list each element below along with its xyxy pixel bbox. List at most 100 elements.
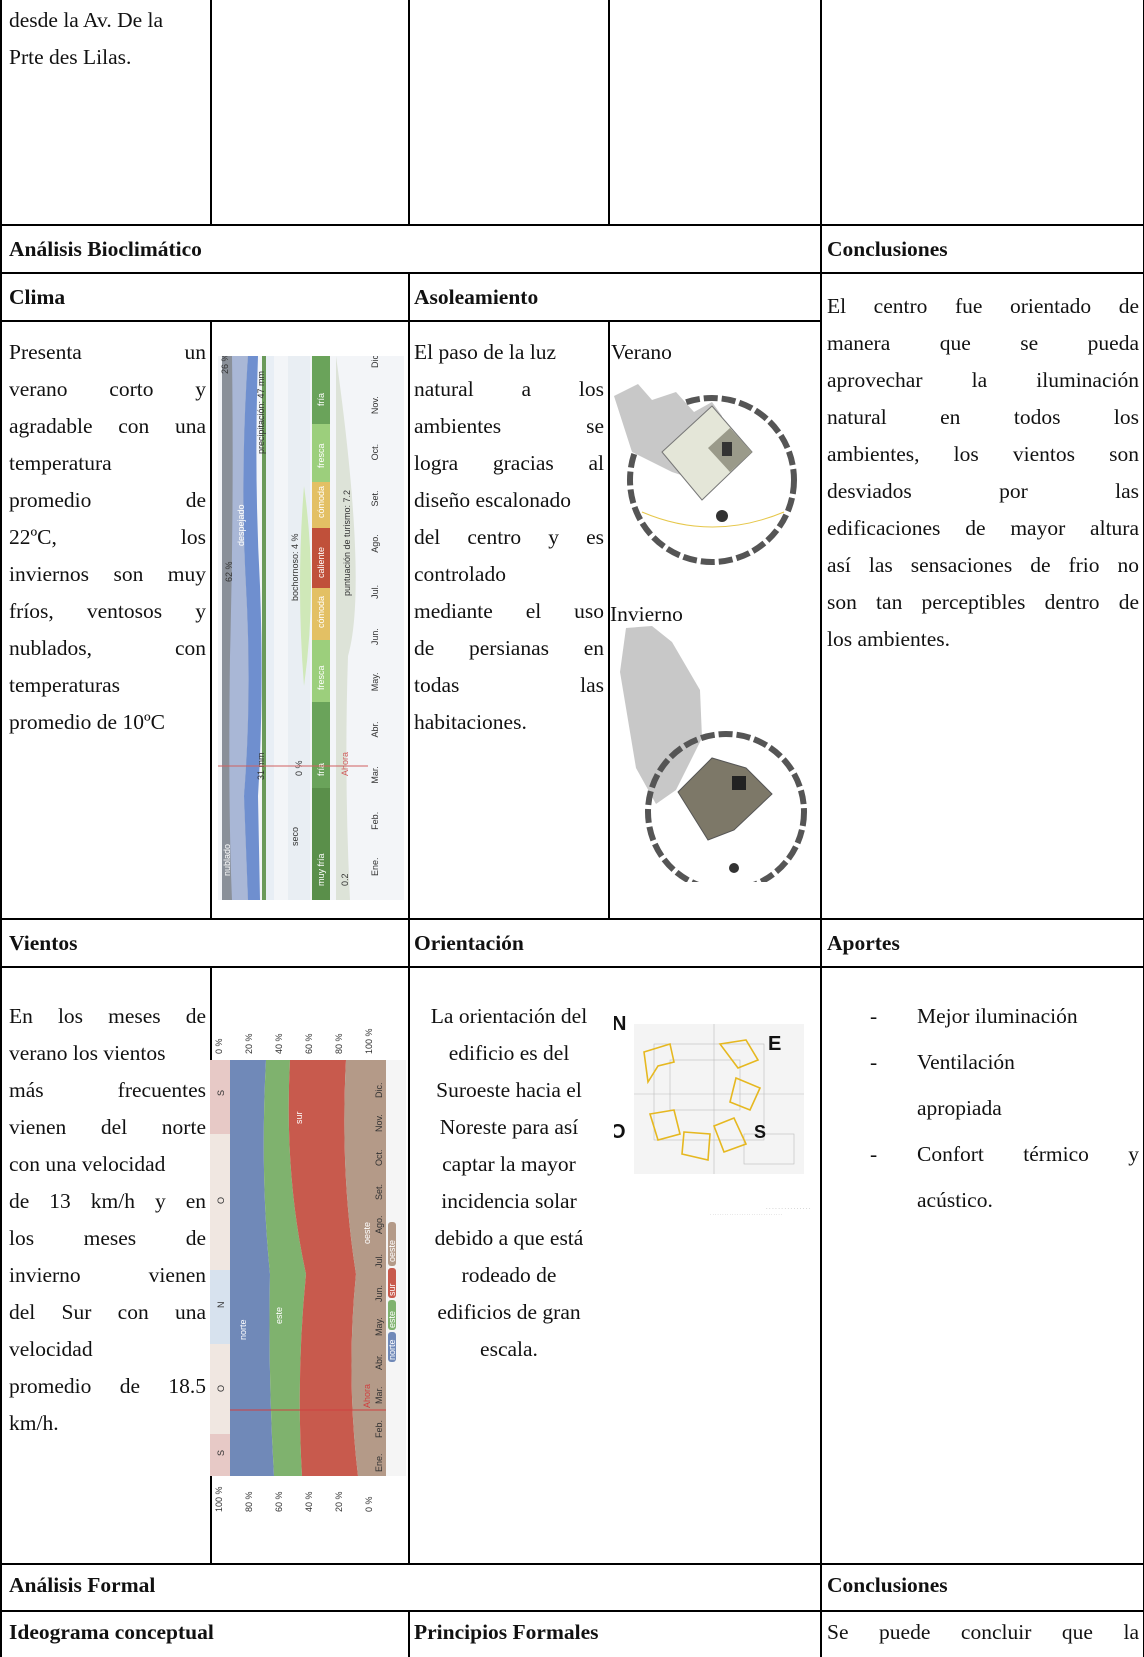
text-line: nublados, con: [9, 636, 206, 660]
wind-month-tick-label: Abr.: [374, 1354, 384, 1370]
text-line: del centro y es: [414, 525, 604, 549]
month-tick-label: Set.: [370, 491, 380, 507]
top-row-text: desde la Av. De la Prte des Lilas.: [9, 2, 205, 76]
vientos-text: En los meses de verano los vientos más f…: [9, 998, 206, 1442]
text-line: velocidad: [9, 1337, 93, 1361]
month-tick-label: Dic.: [370, 356, 380, 368]
wind-legend: oeste sur este norte: [387, 1240, 397, 1360]
clima-title: Clima: [9, 285, 66, 309]
formal-conclusions-header: Conclusiones: [827, 1573, 948, 1597]
text-line: promedio de: [9, 488, 206, 512]
sun-diagram-verano: [614, 384, 797, 565]
text-line: todas las: [414, 673, 604, 697]
text-line: controlado: [414, 562, 506, 586]
cloud-mid-label: 62 %: [224, 561, 234, 582]
wind-month-tick-label: Feb.: [374, 1420, 384, 1438]
wind-bottom-tick-label: 20 %: [334, 1491, 344, 1512]
text-line: escala.: [480, 1337, 538, 1361]
wind-legend-label: norte: [387, 1339, 397, 1360]
text-line: promedio de 18.5: [9, 1374, 206, 1398]
wind-top-tick-label: 0 %: [214, 1038, 224, 1054]
aportes-item-text: Ventilación: [917, 1050, 1015, 1074]
text-line: de persianas en: [414, 636, 604, 660]
month-tick-label: Feb.: [370, 812, 380, 830]
aportes-item-text: apropiada: [917, 1096, 1002, 1120]
wind-side-label: O: [216, 1197, 226, 1204]
text-line: edificaciones de mayor altura: [827, 516, 1139, 540]
wind-month-axis: Ene. Feb. Mar. Abr. May. Jun. Jul. Ago. Set. Oct.…: [374, 1083, 384, 1473]
precip-top-label: precipitación: 47 mm: [256, 371, 266, 454]
wind-top-tick-label: 100 %: [364, 1028, 374, 1054]
wind-label: sur: [294, 1111, 304, 1124]
text-line: 22ºC, los: [9, 525, 206, 549]
wind-chart: norte este sur oeste Ahora S O N O S 0 % 20 %…: [210, 1028, 406, 1512]
wind-bottom-tick-label: 0 %: [364, 1496, 374, 1512]
month-tick-label: Nov.: [370, 396, 380, 414]
orientacion-title: Orientación: [414, 931, 524, 955]
text-line: incidencia solar: [441, 1189, 577, 1213]
text-line: fríos, ventosos y: [9, 599, 206, 623]
aportes-dash: -: [870, 1050, 878, 1074]
wind-label: oeste: [362, 1222, 372, 1244]
aportes-dash: -: [870, 1004, 878, 1028]
tourism-low-label: 0.2: [340, 873, 350, 886]
cloud-top-label: 26 %: [220, 356, 230, 374]
temp-label: cómoda: [316, 596, 326, 628]
compass-o-label: O: [614, 1121, 626, 1143]
formal-conclusion-text: Se puede concluir que la: [827, 1620, 1139, 1644]
text-line: Prte des Lilas.: [9, 45, 132, 69]
principios-title: Principios Formales: [414, 1620, 599, 1644]
wind-top-tick-label: 40 %: [274, 1033, 284, 1054]
month-tick-label: May.: [370, 672, 380, 691]
month-tick-label: Jul.: [370, 585, 380, 599]
text-line: los ambientes.: [827, 627, 951, 651]
wind-month-tick-label: Nov.: [374, 1114, 384, 1132]
wind-side-label: O: [216, 1385, 226, 1392]
text-line: del Sur con una: [9, 1300, 206, 1324]
wind-label: Ahora: [362, 1384, 372, 1408]
wind-bottom-axis: 100 % 80 % 60 % 40 % 20 % 0 %: [214, 1486, 374, 1512]
text-line: El paso de la luz: [414, 340, 557, 364]
cloud-despejado-label: despejado: [236, 504, 246, 546]
text-line: ambientes, los vientos son: [827, 442, 1139, 466]
text-line: invierno vienen: [9, 1263, 206, 1287]
invierno-label: Invierno: [610, 602, 683, 626]
ideograma-title: Ideograma conceptual: [9, 1620, 214, 1644]
vientos-title: Vientos: [9, 931, 78, 955]
clima-text: Presenta un verano corto y agradable con…: [9, 334, 206, 741]
wind-bottom-tick-label: 80 %: [244, 1491, 254, 1512]
temp-label: fresca: [316, 443, 326, 468]
asoleamiento-title: Asoleamiento: [414, 285, 539, 309]
wind-top-axis: 0 % 20 % 40 % 60 % 80 % 100 %: [214, 1028, 374, 1054]
text-line: natural a los: [414, 377, 604, 401]
svg-text:· · · · · · · · · · · · · · ·: · · · · · · · · · · · · · · ·: [766, 1206, 811, 1212]
text-line: los meses de: [9, 1226, 206, 1250]
wind-month-tick-label: Oct.: [374, 1149, 384, 1166]
wind-top-tick-label: 60 %: [304, 1033, 314, 1054]
compass-s-label: S: [754, 1122, 766, 1142]
wind-side-axis: S O N O S: [216, 1090, 226, 1456]
wind-month-tick-label: Ago.: [374, 1215, 384, 1234]
month-tick-label: Ago.: [370, 534, 380, 553]
wind-month-tick-label: Dic.: [374, 1083, 384, 1099]
wind-legend-label: sur: [387, 1283, 397, 1296]
temp-label: fría: [316, 763, 326, 776]
month-axis: Ene. Feb. Mar. Abr. May. Jun. Jul. Ago. Set. Oct.…: [370, 356, 380, 876]
month-tick-label: Mar.: [370, 766, 380, 784]
text-line: natural en todos los: [827, 405, 1139, 429]
text-line: así las sensaciones de frio no: [827, 553, 1139, 577]
text-line: con una velocidad: [9, 1152, 166, 1176]
text-line: aprovechar la iluminación: [827, 368, 1139, 392]
conclusions-header: Conclusiones: [827, 237, 948, 261]
wind-side-label: S: [216, 1450, 226, 1456]
wind-label: este: [274, 1307, 284, 1324]
compass-e-label: E: [768, 1033, 781, 1055]
verano-label: Verano: [611, 340, 672, 364]
temp-label: cómoda: [316, 486, 326, 518]
aportes-item-text: Mejor iluminación: [917, 1004, 1078, 1028]
wind-label: norte: [238, 1319, 248, 1340]
wind-month-tick-label: Mar.: [374, 1386, 384, 1404]
text-line: habitaciones.: [414, 710, 527, 734]
text-line: La orientación del: [430, 1004, 588, 1028]
text-line: El centro fue orientado de: [827, 294, 1139, 318]
